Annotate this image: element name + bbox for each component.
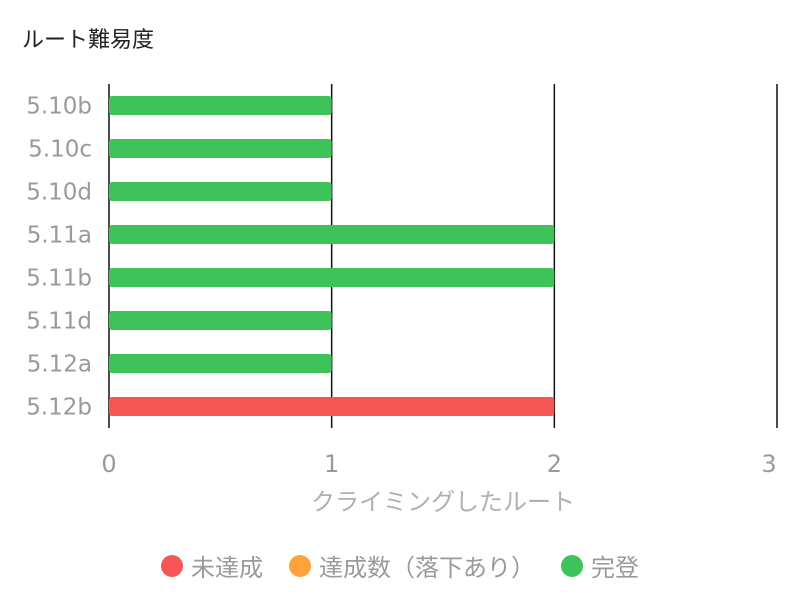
bar-5.11b[interactable]: [109, 268, 555, 287]
x-tick-label: 0: [101, 450, 116, 478]
y-category-label: 5.10d: [26, 180, 92, 206]
y-category-label: 5.12b: [26, 395, 92, 421]
bar-5.11d[interactable]: [109, 311, 332, 330]
bar-5.10d[interactable]: [109, 182, 332, 201]
legend-label: 完登: [591, 554, 639, 582]
legend-label: 達成数（落下あり）: [319, 554, 535, 582]
x-tick-label: 1: [324, 450, 339, 478]
legend-swatch: [561, 554, 583, 577]
bars: [109, 96, 555, 416]
y-axis-labels: 5.10b 5.10c 5.10d 5.11a 5.11b 5.11d 5.12a 5.12b: [26, 94, 92, 421]
x-axis-title: クライミングしたルート: [311, 488, 575, 516]
bar-5.10c[interactable]: [109, 139, 332, 158]
y-category-label: 5.10c: [28, 137, 92, 163]
y-category-label: 5.10b: [26, 94, 92, 120]
gridlines: [108, 84, 778, 428]
legend-label: 未達成: [191, 554, 263, 582]
y-category-label: 5.11a: [27, 223, 92, 249]
bar-5.12a[interactable]: [109, 354, 332, 373]
bar-5.12b[interactable]: [109, 397, 555, 416]
legend-item[interactable]: 完登: [561, 548, 639, 583]
chart-title: ルート難易度: [22, 28, 155, 53]
y-category-label: 5.11d: [26, 309, 92, 335]
bar-5.10b[interactable]: [109, 96, 332, 115]
x-tick-label: 2: [547, 450, 562, 478]
legend: 未達成 達成数（落下あり） 完登: [0, 548, 800, 583]
x-tick-label: 3: [761, 450, 776, 478]
y-category-label: 5.11b: [26, 266, 92, 292]
y-category-label: 5.12a: [27, 352, 92, 378]
legend-swatch: [289, 554, 311, 577]
legend-item[interactable]: 達成数（落下あり）: [289, 548, 535, 583]
bar-5.11a[interactable]: [109, 225, 555, 244]
legend-item[interactable]: 未達成: [161, 548, 263, 583]
legend-swatch: [161, 554, 183, 577]
x-axis-ticks: 0 1 2 3: [101, 450, 776, 478]
